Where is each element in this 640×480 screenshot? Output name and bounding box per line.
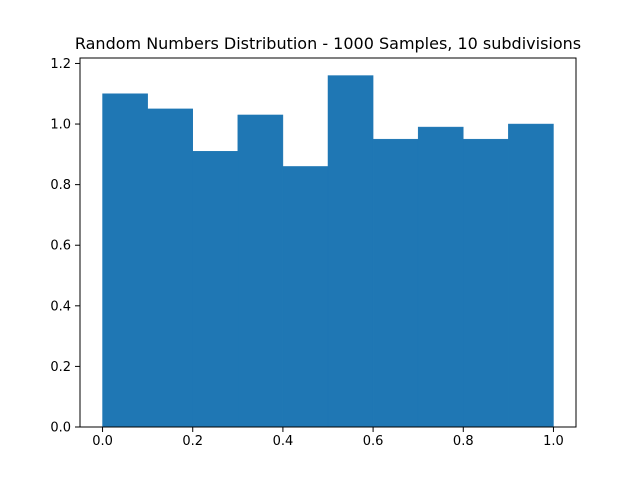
y-tick-label: 0.4 [50,299,71,314]
y-tick-label: 0.8 [50,178,71,193]
histogram-bar [102,93,148,428]
histogram-bar [508,123,554,428]
histogram-bar [372,138,419,428]
plot-frame [79,57,577,428]
y-tick-label: 0.2 [50,360,71,375]
histogram-bar [147,108,193,428]
histogram-bar [417,126,464,428]
bars-layer [102,75,554,428]
y-tick-label: 1.0 [50,118,71,133]
histogram-bar [237,114,284,428]
chart-title: Random Numbers Distribution - 1000 Sampl… [75,34,581,53]
x-tick-label: 0.8 [453,434,474,449]
histogram-bar [192,151,239,428]
axes-layer: 0.0 0.2 0.4 0.6 0.8 1.0 0.0 0.2 0.4 0.6 0.8 1.0 1.2 [50,57,577,449]
x-tick-label: 0.4 [273,434,294,449]
histogram-bar [463,138,509,428]
y-tick-label: 0.6 [50,239,71,254]
y-tick-label: 1.2 [50,57,71,72]
histogram-bar [282,166,329,428]
y-tick-label: 0.0 [50,421,71,436]
x-tick-label: 0.2 [182,434,203,449]
histogram-bar [327,75,374,428]
x-tick-label: 0.6 [363,434,384,449]
x-tick-label: 1.0 [543,434,564,449]
x-tick-label: 0.0 [92,434,113,449]
